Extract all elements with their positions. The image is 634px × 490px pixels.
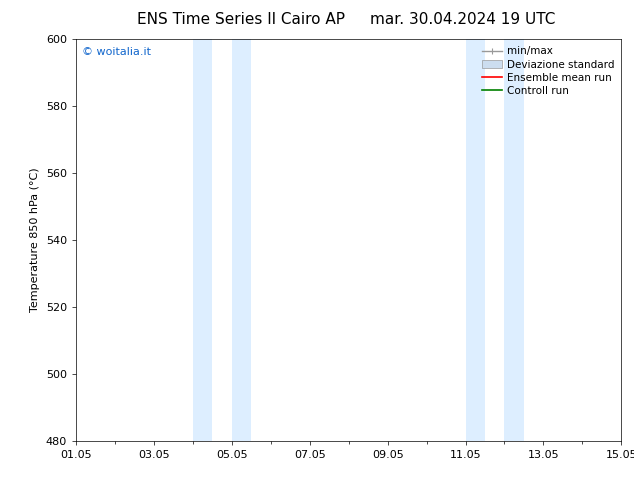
Text: mar. 30.04.2024 19 UTC: mar. 30.04.2024 19 UTC (370, 12, 555, 27)
Bar (193, 39, 212, 441)
Y-axis label: Temperature 850 hPa (°C): Temperature 850 hPa (°C) (30, 168, 40, 313)
Bar (232, 39, 251, 441)
Text: © woitalia.it: © woitalia.it (82, 47, 150, 57)
Legend: min/max, Deviazione standard, Ensemble mean run, Controll run: min/max, Deviazione standard, Ensemble m… (479, 45, 616, 98)
Text: ENS Time Series Il Cairo AP: ENS Time Series Il Cairo AP (137, 12, 345, 27)
Bar (505, 39, 524, 441)
Bar (465, 39, 485, 441)
